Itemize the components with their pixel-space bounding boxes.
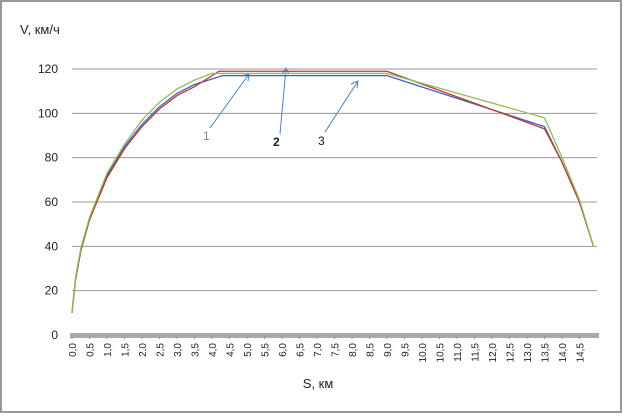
y-tick-label: 40 [45,239,59,253]
y-tick-label: 80 [45,151,59,165]
x-tick-label: 2,0 [138,343,149,357]
x-tick-label: 9,0 [383,343,394,357]
x-tick-label: 12,0 [488,343,499,363]
x-tick-label: 10,0 [418,343,429,363]
x-tick-label: 3,0 [173,343,184,357]
y-tick-label: 100 [38,106,58,120]
x-tick-label: 6,0 [278,343,289,357]
x-tick-label: 0,0 [68,343,79,357]
annotation: 3 [318,134,325,148]
x-tick-label: 7,0 [313,343,324,357]
annotation: 2 [273,135,280,149]
line [71,72,595,313]
x-tick-label: 7,5 [331,343,342,357]
x-tick-label: 4,0 [208,343,219,357]
x-tick-label: 9,5 [401,343,412,357]
x-tick-label: 10,5 [436,343,447,363]
x-tick-label: 5,5 [261,343,272,357]
y-axis-label: V, км/ч [20,22,60,37]
x-tick-label: 6,5 [296,343,307,357]
y-tick-label: 120 [38,62,58,76]
x-tick-label: 13,0 [523,343,534,363]
y-tick-label: 20 [45,284,59,298]
x-tick-label: 12,5 [506,343,517,363]
x-tick-label: 1,5 [121,343,132,357]
x-tick-label: 2,5 [156,343,167,357]
x-axis-label: S, км [303,376,334,391]
x-tick-label: 3,5 [191,343,202,357]
x-tick-label: 13,5 [541,343,552,363]
x-tick-label: 11,0 [453,343,464,362]
annotation: 1 [203,129,210,143]
x-tick-label: 8,0 [348,343,359,357]
y-tick-label: 60 [45,195,59,209]
x-tick-label: 4,5 [226,343,237,357]
x-tick-label: 1,0 [103,343,114,357]
y-tick-label: 0 [51,328,58,342]
x-tick-label: 5,0 [243,343,254,357]
x-tick-label: 11,5 [471,343,482,362]
x-tick-label: 14,5 [576,343,587,363]
x-tick-label: 0,5 [86,343,97,357]
x-tick-label: 14,0 [558,343,569,363]
x-tick-label: 8,5 [366,343,377,357]
